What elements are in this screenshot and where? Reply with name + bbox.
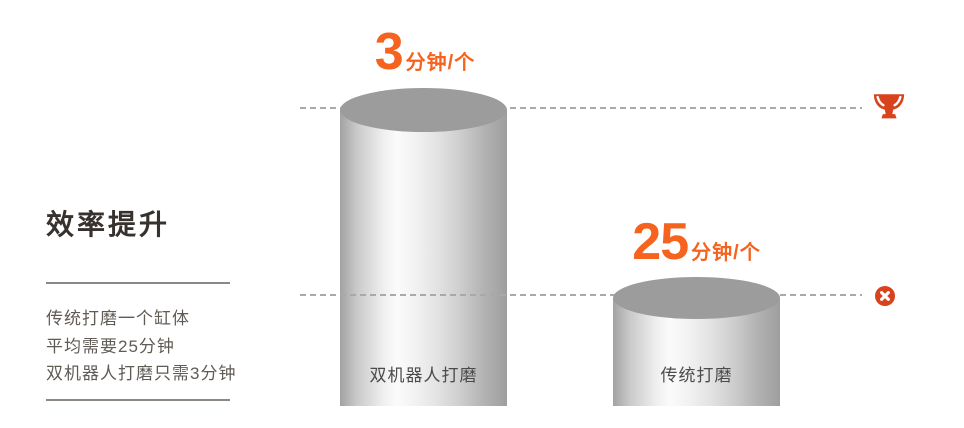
guide-line-robot-level <box>300 107 862 109</box>
value-number: 3 <box>374 23 404 81</box>
page-title: 效率提升 <box>46 209 171 240</box>
divider-bottom <box>46 399 230 401</box>
bar-robot-value: 3 分钟/个 <box>335 26 515 78</box>
description-text: 传统打磨一个缸体 平均需要25分钟 双机器人打磨只需3分钟 <box>46 305 286 388</box>
x-circle-icon <box>875 286 895 306</box>
value-unit: 分钟/个 <box>405 52 476 74</box>
divider-top <box>46 282 230 284</box>
bar-traditional-label: 传统打磨 <box>660 366 733 385</box>
bar-robot-cylinder <box>340 110 507 406</box>
trophy-icon <box>872 93 906 122</box>
bar-robot-cylinder-top <box>340 88 507 132</box>
bar-traditional-cylinder-top <box>613 277 780 319</box>
bar-traditional-value: 25 分钟/个 <box>608 216 785 268</box>
description-line: 平均需要25分钟 <box>46 336 175 356</box>
value-unit: 分钟/个 <box>691 242 761 264</box>
description-line: 双机器人打磨只需3分钟 <box>46 364 237 383</box>
bar-robot-label: 双机器人打磨 <box>369 366 478 385</box>
guide-line-traditional-level <box>300 294 862 296</box>
description-line: 传统打磨一个缸体 <box>46 309 190 328</box>
value-number: 25 <box>632 213 689 271</box>
